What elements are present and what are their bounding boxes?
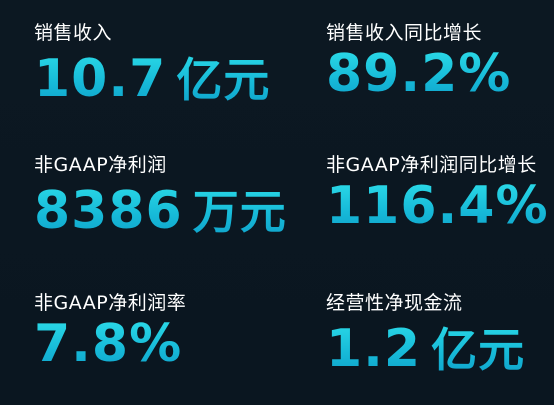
metric-unit: 亿元	[431, 323, 526, 377]
metric-number: 7.8%	[34, 314, 183, 374]
metric-number: 116.4%	[326, 176, 549, 236]
metric-value: 8386 万元	[34, 176, 287, 242]
metric-value: 89.2%	[326, 44, 511, 104]
metric-unit: 亿元	[176, 53, 271, 107]
metric-non-gaap-net-profit: 非GAAP净利润 8386 万元	[34, 150, 294, 260]
metric-value: 116.4%	[326, 176, 549, 236]
metric-label: 非GAAP净利润	[34, 154, 167, 176]
metric-label: 经营性净现金流	[326, 292, 463, 314]
metric-number: 1.2	[326, 319, 422, 379]
metric-operating-cash-flow: 经营性净现金流 1.2 亿元	[326, 288, 554, 398]
metric-value: 1.2 亿元	[326, 314, 525, 380]
metric-label: 非GAAP净利润率	[34, 292, 187, 314]
metric-non-gaap-net-profit-yoy-growth: 非GAAP净利润同比增长 116.4%	[326, 150, 554, 260]
metric-unit: 万元	[192, 185, 287, 239]
metric-value: 10.7 亿元	[34, 44, 270, 110]
metric-number: 8386	[34, 181, 183, 241]
metric-non-gaap-net-margin: 非GAAP净利润率 7.8%	[34, 288, 294, 398]
metric-value: 7.8%	[34, 314, 182, 374]
metric-label: 销售收入	[34, 22, 113, 44]
metric-number: 10.7	[34, 49, 167, 109]
metric-label: 销售收入同比增长	[326, 22, 483, 44]
metric-number: 89.2%	[326, 44, 512, 104]
metric-sales-revenue-yoy-growth: 销售收入同比增长 89.2%	[326, 18, 554, 128]
metric-sales-revenue: 销售收入 10.7 亿元	[34, 18, 294, 128]
metric-label: 非GAAP净利润同比增长	[326, 154, 537, 176]
